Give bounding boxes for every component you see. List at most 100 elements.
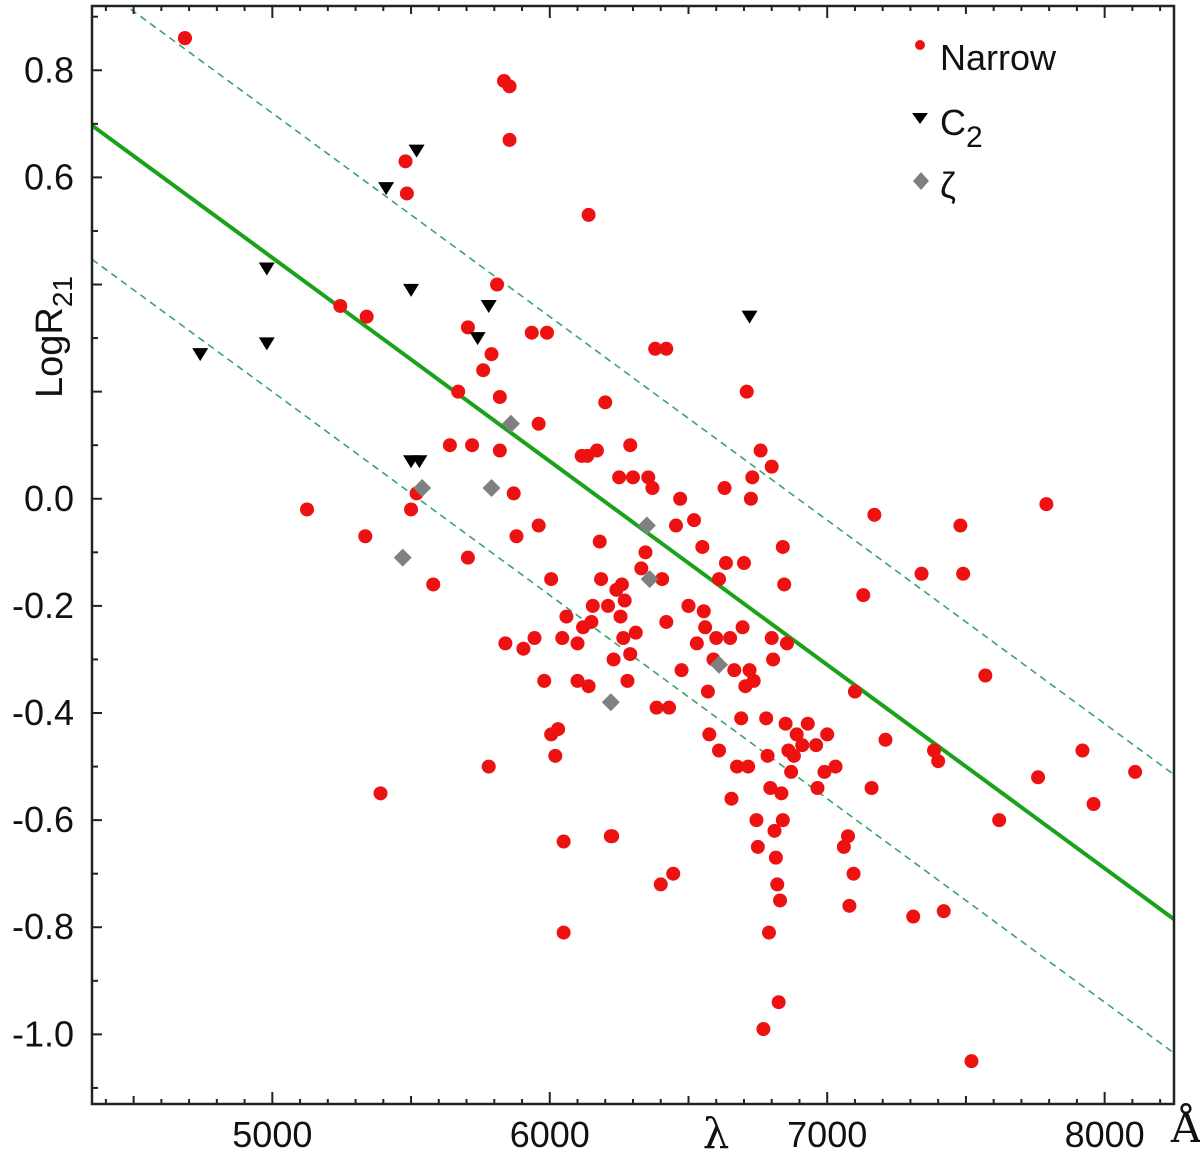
narrow-point — [559, 609, 574, 624]
narrow-point — [645, 481, 660, 496]
narrow-point — [779, 636, 794, 651]
narrow-point — [612, 470, 627, 485]
narrow-point — [936, 904, 951, 919]
narrow-point — [846, 866, 861, 881]
zeta-point — [413, 479, 432, 498]
y-tick-label: 0.6 — [24, 156, 74, 197]
narrow-point — [766, 652, 781, 667]
fit-line — [92, 123, 1174, 921]
narrow-point — [749, 813, 764, 828]
narrow-point — [878, 732, 893, 747]
narrow-point — [760, 748, 775, 763]
narrow-point — [774, 786, 789, 801]
narrow-point — [584, 614, 599, 629]
narrow-point — [300, 502, 315, 517]
narrow-point — [687, 513, 702, 528]
y-axis-title-main: LogR — [29, 307, 71, 398]
narrow-point — [516, 641, 531, 656]
y-tick-label: -0.6 — [12, 799, 74, 840]
legend-zeta-label: ζ — [940, 165, 956, 206]
narrow-point — [585, 598, 600, 613]
narrow-point — [177, 31, 192, 46]
narrow-point — [544, 572, 559, 587]
narrow-point — [789, 727, 804, 742]
narrow-point — [1128, 764, 1143, 779]
narrow-point — [820, 727, 835, 742]
narrow-point — [551, 722, 566, 737]
narrow-point — [723, 631, 738, 646]
legend-c2-marker — [912, 113, 928, 124]
narrow-point — [712, 572, 727, 587]
narrow-point — [613, 609, 628, 624]
narrow-point — [655, 572, 670, 587]
narrow-point — [674, 663, 689, 678]
zeta-point — [601, 693, 620, 712]
narrow-point — [333, 298, 348, 313]
c2-point — [258, 262, 275, 276]
narrow-point — [623, 438, 638, 453]
narrow-point — [669, 518, 684, 533]
narrow-point — [718, 556, 733, 571]
narrow-point — [698, 620, 713, 635]
y-tick-label: -0.8 — [12, 906, 74, 947]
narrow-point — [1086, 797, 1101, 812]
narrow-point — [777, 577, 792, 592]
narrow-point — [451, 384, 466, 399]
narrow-point — [734, 711, 749, 726]
zeta-point — [637, 516, 656, 535]
narrow-point — [502, 132, 517, 147]
narrow-point — [492, 389, 507, 404]
c2-point — [480, 299, 497, 313]
narrow-point — [689, 636, 704, 651]
narrow-point — [539, 325, 554, 340]
narrow-point — [1075, 743, 1090, 758]
narrow-point — [359, 309, 374, 324]
narrow-point — [735, 620, 750, 635]
narrow-point — [555, 631, 570, 646]
y-tick-label: 0.8 — [24, 49, 74, 90]
narrow-point — [666, 866, 681, 881]
y-tick-label: -1.0 — [12, 1013, 74, 1054]
narrow-point — [506, 486, 521, 501]
narrow-point — [745, 470, 760, 485]
narrow-point — [696, 604, 711, 619]
zeta-point — [640, 570, 659, 589]
narrow-point — [498, 636, 513, 651]
narrow-point — [641, 470, 656, 485]
narrow-point — [742, 663, 757, 678]
narrow-point — [598, 395, 613, 410]
narrow-point — [570, 673, 585, 688]
narrow-point — [964, 1054, 979, 1069]
narrow-point — [605, 829, 620, 844]
c2-point — [741, 310, 758, 324]
legend-c2-label-subscript: 2 — [966, 121, 983, 154]
y-tick-label: -0.4 — [12, 692, 74, 733]
narrow-point — [481, 759, 496, 774]
narrow-point — [606, 652, 621, 667]
narrow-point — [695, 539, 710, 554]
narrow-point — [778, 716, 793, 731]
narrow-point — [847, 684, 862, 699]
narrow-point — [634, 561, 649, 576]
narrow-point — [841, 829, 856, 844]
data-points — [177, 31, 1143, 1069]
narrow-point — [828, 759, 843, 774]
narrow-point — [764, 459, 779, 474]
narrow-point — [659, 341, 674, 356]
narrow-point — [581, 207, 596, 222]
narrow-point — [931, 754, 946, 769]
legend-c2-label-main: C — [940, 102, 966, 143]
y-axis-title-subscript: 21 — [47, 276, 78, 307]
narrow-point — [809, 738, 824, 753]
y-tick-label: 0.0 — [24, 478, 74, 519]
narrow-point — [956, 566, 971, 581]
narrow-point — [476, 363, 491, 378]
narrow-point — [914, 566, 929, 581]
narrow-point — [524, 325, 539, 340]
narrow-point — [404, 502, 419, 517]
lower-bound-line — [92, 258, 1174, 1054]
legend-zeta-marker — [913, 172, 929, 190]
narrow-point — [570, 636, 585, 651]
c2-point — [408, 144, 425, 158]
narrow-point — [373, 786, 388, 801]
